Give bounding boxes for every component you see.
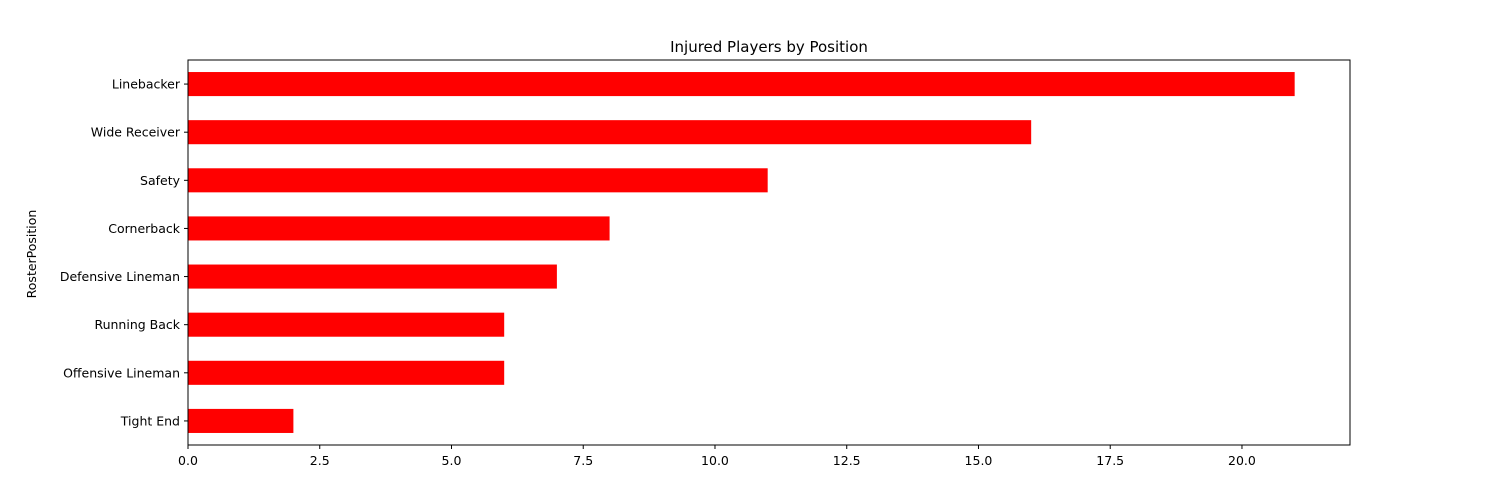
y-tick-label: Defensive Lineman bbox=[60, 269, 180, 284]
x-tick-label: 12.5 bbox=[833, 453, 861, 468]
chart-title: Injured Players by Position bbox=[670, 38, 868, 56]
bar bbox=[188, 168, 768, 193]
x-tick-label: 7.5 bbox=[573, 453, 593, 468]
y-tick-label: Linebacker bbox=[112, 77, 181, 92]
bar bbox=[188, 72, 1295, 97]
x-tick-label: 15.0 bbox=[965, 453, 993, 468]
bars-group bbox=[188, 72, 1295, 433]
x-tick-label: 17.5 bbox=[1096, 453, 1124, 468]
y-tick-label: Tight End bbox=[120, 413, 180, 428]
y-tick-label: Cornerback bbox=[108, 221, 181, 236]
bar bbox=[188, 360, 505, 385]
y-axis-ticks: Linebacker Wide Receiver Safety Cornerback D… bbox=[60, 77, 188, 428]
bar bbox=[188, 120, 1032, 145]
y-axis-label: RosterPosition bbox=[24, 210, 39, 299]
y-tick-label: Wide Receiver bbox=[91, 125, 181, 140]
x-tick-label: 5.0 bbox=[442, 453, 462, 468]
x-tick-label: 2.5 bbox=[310, 453, 330, 468]
y-tick-label: Offensive Lineman bbox=[63, 365, 180, 380]
x-tick-label: 20.0 bbox=[1228, 453, 1256, 468]
x-tick-label: 0.0 bbox=[178, 453, 198, 468]
x-axis-ticks: 0.0 2.5 5.0 7.5 10.0 12.5 15.0 17.5 20.0 bbox=[178, 445, 1256, 468]
bar bbox=[188, 264, 557, 289]
bar bbox=[188, 408, 294, 433]
bar bbox=[188, 216, 610, 241]
bar bbox=[188, 312, 505, 337]
plot-frame bbox=[187, 59, 1351, 446]
y-tick-label: Running Back bbox=[94, 317, 180, 332]
y-tick-label: Safety bbox=[140, 173, 181, 188]
x-tick-label: 10.0 bbox=[701, 453, 729, 468]
